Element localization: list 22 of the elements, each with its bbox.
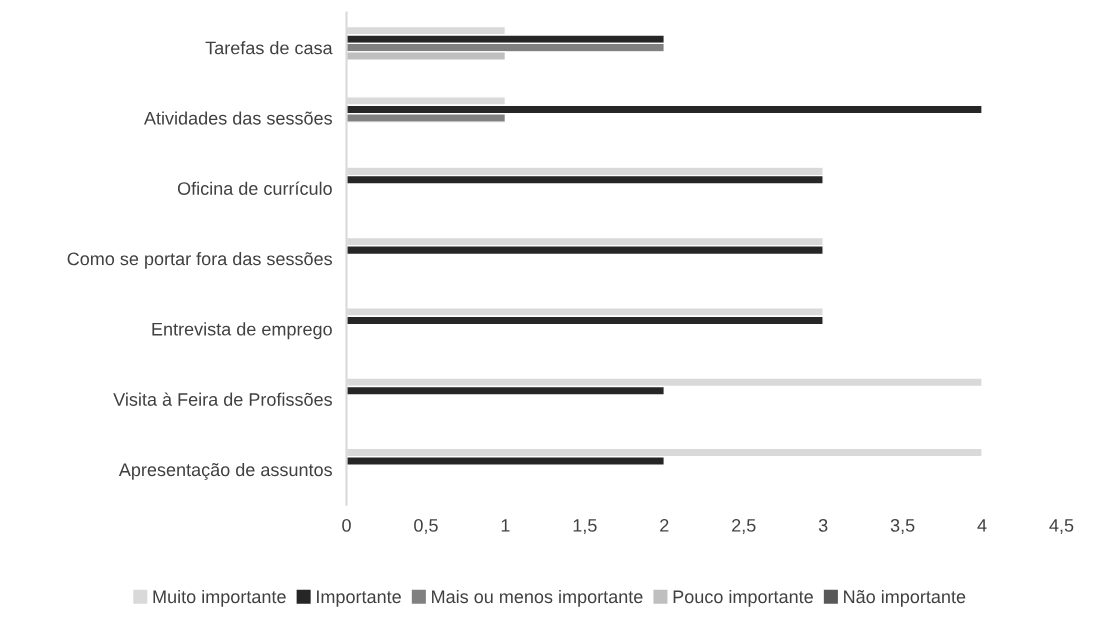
x-tick-label: 2: [660, 519, 669, 532]
legend-label: Muito importante: [153, 589, 286, 607]
y-tick-label: Entrevista de emprego: [152, 322, 332, 340]
legend-label: Não importante: [844, 589, 966, 607]
x-tick-label: 2,5: [732, 519, 756, 534]
x-tick-label: 0,5: [414, 519, 438, 534]
legend-label: Mais ou menos importante: [432, 589, 643, 607]
x-tick-label: 1: [501, 519, 510, 532]
x-tick-label: 0: [342, 519, 351, 532]
y-tick-label: Oficina de currículo: [177, 181, 332, 195]
x-tick-label: 3: [818, 519, 828, 532]
legend-label: Pouco importante: [673, 589, 813, 607]
y-tick-label: Visita à Feira de Profissões: [113, 392, 332, 406]
legend-label: Importante: [317, 590, 401, 607]
y-tick-label: Atividades das sessões: [143, 111, 332, 125]
y-tick-label: Tarefas de casa: [205, 41, 333, 55]
x-tick-label: 3,5: [890, 519, 915, 534]
x-tick-label: 4: [977, 519, 987, 532]
x-tick-label: 1,5: [573, 519, 597, 534]
y-tick-label: Como se portar fora das sessões: [67, 252, 332, 269]
x-tick-label: 4,5: [1049, 519, 1074, 534]
y-tick-label: Apresentação de assuntos: [118, 462, 332, 480]
